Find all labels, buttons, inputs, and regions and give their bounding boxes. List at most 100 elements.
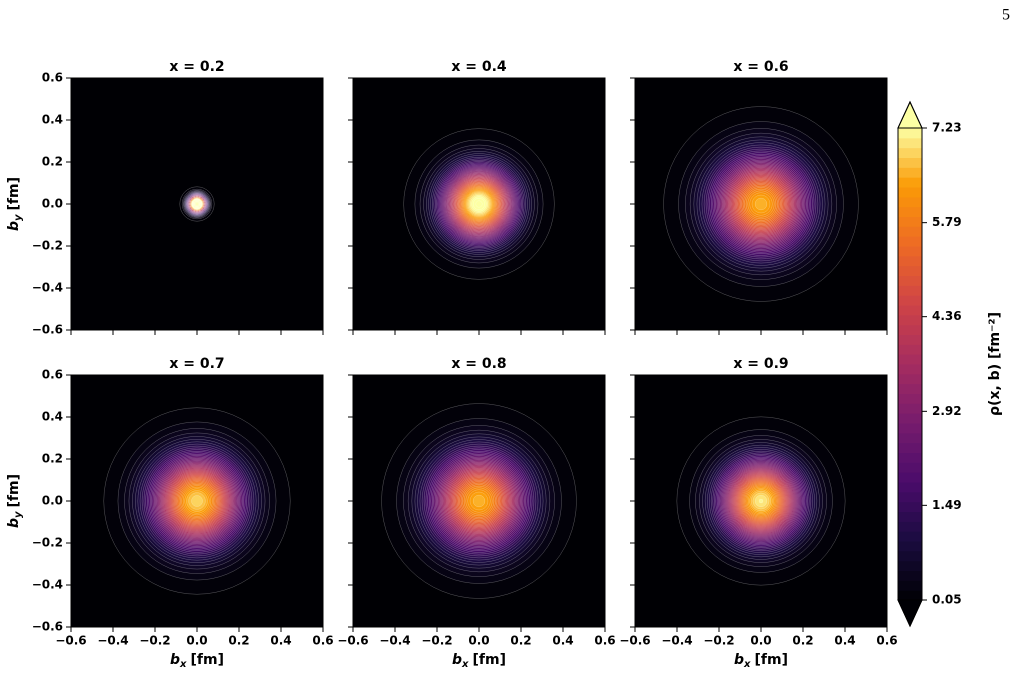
panel-title: x = 0.7 — [169, 356, 224, 372]
colorbar-segment — [898, 580, 922, 591]
axis-sub: y — [13, 511, 24, 518]
colorbar-segment — [898, 541, 922, 552]
x-tick-label: 0.2 — [510, 634, 531, 648]
colorbar-segment — [898, 305, 922, 316]
colorbar-segment — [898, 196, 922, 208]
axis-unit: [fm] — [755, 652, 788, 668]
colorbar-segment — [898, 462, 922, 473]
colorbar-segment — [898, 295, 922, 306]
y-tick-label: −0.6 — [32, 323, 63, 337]
colorbar-tick-label: 2.92 — [932, 404, 962, 418]
colorbar-segment — [898, 344, 922, 355]
colorbar-segment — [898, 383, 922, 394]
colorbar-segment — [898, 265, 922, 276]
colorbar-segment — [898, 423, 922, 434]
colorbar-segment — [898, 206, 922, 217]
x-tick-label: 0.6 — [312, 634, 333, 648]
x-tick-label: −0.2 — [421, 634, 452, 648]
y-tick-label: −0.4 — [32, 578, 63, 592]
x-tick-label: −0.4 — [97, 634, 128, 648]
x-tick-label: −0.6 — [337, 634, 368, 648]
colorbar-segment — [898, 501, 922, 512]
panel-title: x = 0.4 — [451, 59, 507, 75]
x-tick-label: 0.2 — [792, 634, 813, 648]
x-tick-label: 0.2 — [228, 634, 249, 648]
axis-sub: x — [743, 659, 751, 670]
contour-level — [472, 494, 486, 508]
page-number: 5 — [1002, 7, 1010, 24]
contour-panel — [353, 375, 605, 627]
contour-panel — [635, 78, 887, 330]
colorbar-segment — [898, 403, 922, 414]
axis-symbol: b — [6, 518, 22, 528]
y-tick-label: −0.2 — [32, 536, 63, 550]
axis-label: by [fm] — [6, 474, 24, 528]
contour-level — [754, 197, 768, 211]
contour-panel — [353, 78, 605, 330]
axis-unit: [fm] — [6, 177, 22, 210]
colorbar-tick-label: 1.49 — [932, 498, 962, 512]
axis-unit: [fm] — [191, 652, 224, 668]
x-tick-label: −0.6 — [619, 634, 650, 648]
axis-sub: x — [179, 659, 187, 670]
x-tick-label: 0.4 — [552, 634, 573, 648]
panel-title: x = 0.2 — [169, 59, 224, 75]
x-tick-label: 0.4 — [834, 634, 855, 648]
colorbar-tick-label: 0.05 — [932, 593, 962, 607]
colorbar-segment — [898, 373, 922, 385]
colorbar-tick-label: 4.36 — [932, 309, 962, 323]
x-tick-label: −0.4 — [379, 634, 410, 648]
contour-level — [195, 202, 199, 206]
colorbar-segment — [898, 452, 922, 463]
y-tick-label: −0.2 — [32, 239, 63, 253]
axis-label: bx [fm] — [452, 652, 506, 670]
colorbar-segment — [898, 216, 922, 227]
colorbar-segment — [898, 393, 922, 404]
contour-panel — [635, 375, 887, 627]
x-tick-label: −0.2 — [703, 634, 734, 648]
contour-level — [191, 495, 203, 507]
colorbar-segment — [898, 128, 922, 139]
colorbar-segment — [898, 354, 922, 365]
axis-label: bx [fm] — [734, 652, 788, 670]
colorbar-tick-label: 5.79 — [932, 215, 962, 229]
panel-title: x = 0.8 — [451, 356, 506, 372]
colorbar-segment — [898, 147, 922, 158]
colorbar-segment — [898, 167, 922, 178]
colorbar-segment — [898, 482, 922, 493]
x-tick-label: 0.0 — [186, 634, 207, 648]
colorbar-segment — [898, 511, 922, 522]
contour-panel — [71, 78, 323, 330]
axis-sub: y — [13, 214, 24, 221]
colorbar-segment — [898, 324, 922, 335]
colorbar-segment — [898, 236, 922, 247]
y-tick-label: 0.4 — [42, 113, 63, 127]
colorbar-segment — [898, 364, 922, 375]
colorbar-segment — [898, 472, 922, 483]
y-tick-label: 0.6 — [42, 368, 63, 382]
colorbar-tick-label: 7.23 — [932, 121, 962, 135]
axis-symbol: b — [6, 221, 22, 231]
contour-level — [475, 200, 483, 208]
colorbar-segment — [898, 137, 922, 149]
colorbar-segment — [898, 246, 922, 257]
axis-unit: [fm] — [6, 474, 22, 507]
contour-panel — [71, 375, 323, 627]
x-tick-label: −0.6 — [55, 634, 86, 648]
axis-label: bx [fm] — [170, 652, 224, 670]
y-tick-label: −0.4 — [32, 281, 63, 295]
x-tick-label: 0.0 — [468, 634, 489, 648]
colorbar-segment — [898, 491, 922, 503]
colorbar-segment — [898, 255, 922, 267]
colorbar-extend-max — [897, 100, 923, 129]
colorbar-extend-min — [897, 599, 923, 628]
colorbar-segment — [898, 285, 922, 296]
colorbar-segment — [898, 531, 922, 542]
y-tick-label: 0.0 — [42, 494, 63, 508]
panel-title: x = 0.6 — [733, 59, 788, 75]
colorbar-segment — [898, 442, 922, 453]
axis-symbol: b — [170, 652, 180, 668]
x-tick-label: 0.6 — [594, 634, 615, 648]
colorbar-segment — [898, 590, 922, 601]
